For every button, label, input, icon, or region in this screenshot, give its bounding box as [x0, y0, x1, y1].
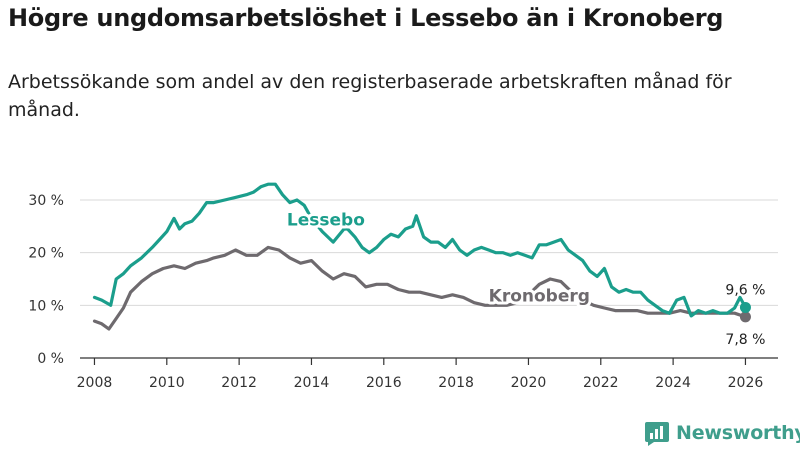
x-tick-label: 2018 — [438, 375, 474, 391]
x-tick-label: 2020 — [511, 375, 547, 391]
series-labels: Lessebo Kronoberg — [284, 207, 593, 309]
end-point-lessebo — [739, 301, 751, 313]
gridlines — [80, 199, 778, 306]
newsworthy-brand: Newsworthy — [644, 418, 800, 448]
brand-name: Newsworthy — [676, 422, 800, 444]
y-axis-ticks: 0 % 10 % 20 % 30 % — [28, 193, 64, 367]
y-tick-label: 10 % — [28, 298, 64, 314]
x-tick-label: 2012 — [221, 375, 257, 391]
y-tick-label: 0 % — [37, 351, 64, 367]
end-label-kronoberg: 7,8 % — [725, 332, 765, 348]
newsworthy-logo-icon — [645, 422, 669, 446]
chart-subtitle: Arbetssökande som andel av den registerb… — [8, 71, 732, 121]
x-tick-label: 2008 — [77, 375, 113, 391]
end-value-labels: 9,6 % 7,8 % — [723, 280, 767, 349]
x-axis-ticks: 2008 2010 2012 2014 2016 2018 2020 2022 2024 2026 — [77, 358, 764, 391]
y-tick-label: 30 % — [28, 193, 64, 209]
x-tick-label: 2026 — [728, 375, 764, 391]
series-line-kronoberg — [92, 245, 748, 331]
x-tick-label: 2016 — [366, 375, 402, 391]
y-tick-label: 20 % — [28, 246, 64, 262]
end-point-kronoberg — [739, 311, 751, 323]
chart-title: Högre ungdomsarbetslöshet i Lessebo än i… — [8, 4, 724, 32]
x-tick-label: 2010 — [149, 375, 185, 391]
series-label-lessebo: Lessebo — [287, 210, 365, 230]
series-lines — [92, 182, 751, 331]
x-tick-label: 2024 — [655, 375, 691, 391]
x-tick-label: 2022 — [583, 375, 619, 391]
end-label-lessebo: 9,6 % — [725, 282, 765, 298]
series-label-kronoberg: Kronoberg — [489, 287, 590, 307]
x-tick-label: 2014 — [294, 375, 330, 391]
series-line-lessebo — [92, 182, 748, 318]
